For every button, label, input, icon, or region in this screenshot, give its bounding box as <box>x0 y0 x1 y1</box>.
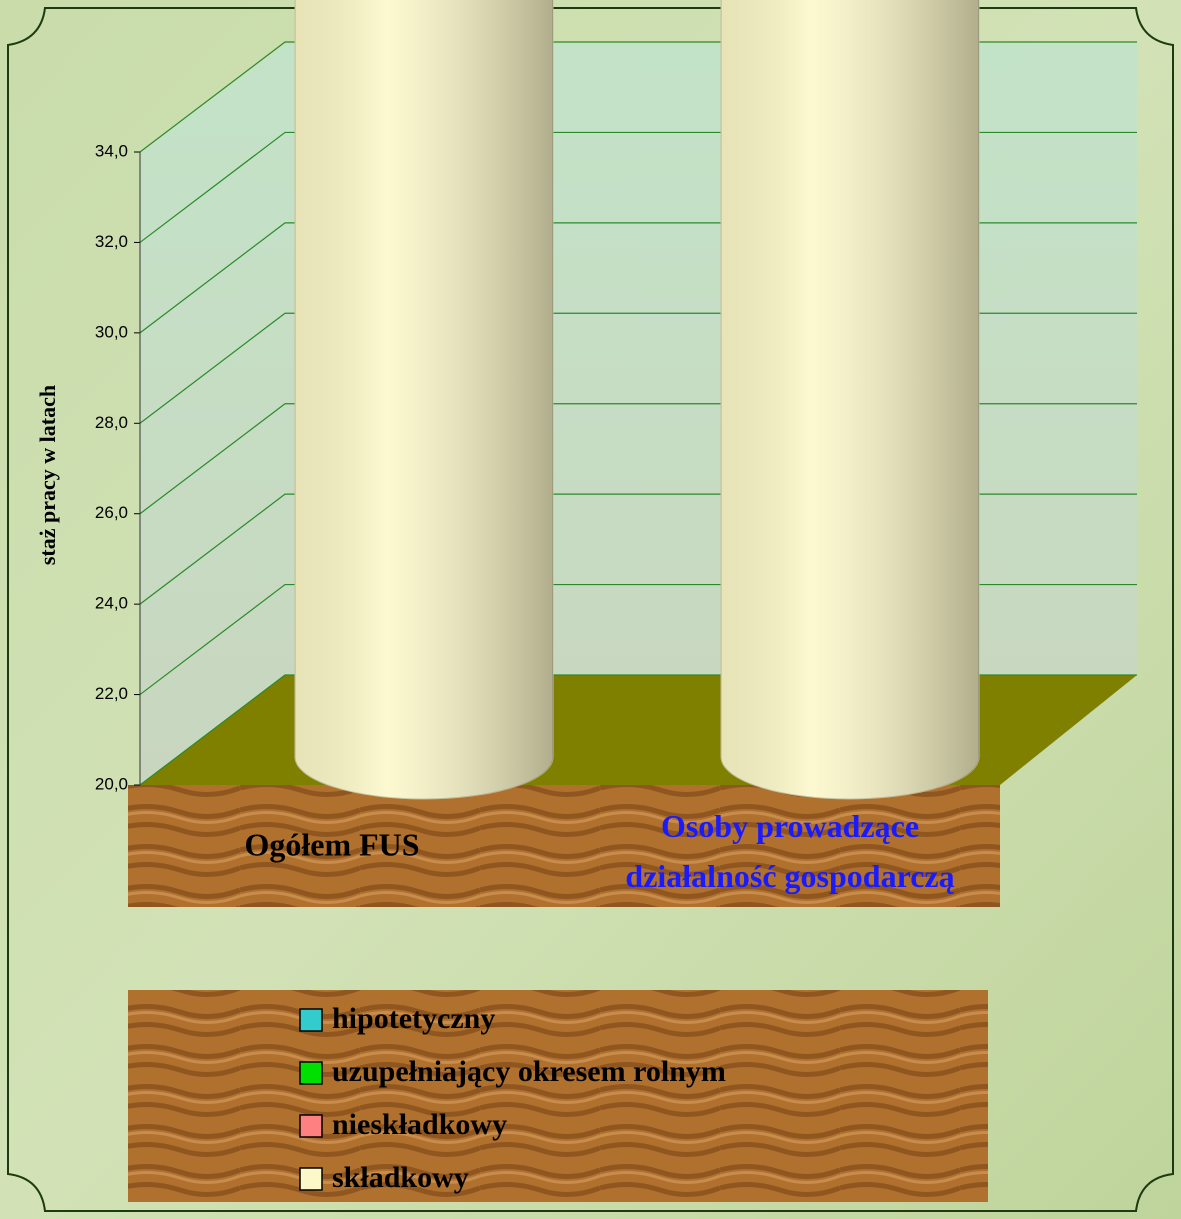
x-tick-label: Osoby prowadzące działalność gospodarczą <box>625 808 954 894</box>
legend-label: hipotetyczny <box>332 1002 495 1035</box>
frame <box>7 7 1174 1212</box>
y-tick-label: 20,0 <box>95 774 128 793</box>
y-tick-label: 24,0 <box>95 594 128 613</box>
legend-swatch <box>299 1061 323 1085</box>
floor <box>140 675 1137 785</box>
y-tick-label: 32,0 <box>95 232 128 251</box>
y-tick-label: 28,0 <box>95 413 128 432</box>
legend-label: składkowy <box>332 1161 469 1194</box>
cylinder-shade <box>295 0 553 799</box>
x-tick-label: Ogółem FUS <box>244 826 419 862</box>
legend-swatch <box>299 1167 323 1191</box>
legend-label: nieskładkowy <box>332 1108 507 1141</box>
cylinder-shade <box>721 0 979 799</box>
legend-swatch <box>299 1114 323 1138</box>
y-axis-title: staż pracy w latach <box>35 385 60 565</box>
category-band <box>128 785 1000 907</box>
y-tick-label: 22,0 <box>95 684 128 703</box>
legend-band <box>128 990 988 1202</box>
y-tick-label: 34,0 <box>95 141 128 160</box>
y-tick-label: 30,0 <box>95 322 128 341</box>
legend-label: uzupełniający okresem rolnym <box>332 1055 726 1088</box>
y-tick-label: 26,0 <box>95 503 128 522</box>
back-wall <box>140 44 1137 785</box>
legend-swatch <box>299 1008 323 1032</box>
